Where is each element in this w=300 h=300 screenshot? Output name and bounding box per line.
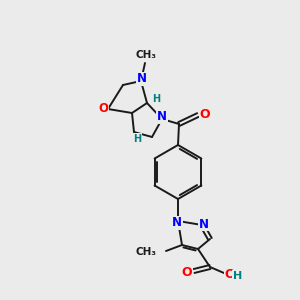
Text: N: N — [172, 217, 182, 230]
Text: O: O — [98, 101, 108, 115]
Text: CH₃: CH₃ — [136, 50, 157, 60]
Text: O: O — [200, 109, 210, 122]
Text: O: O — [182, 266, 192, 278]
Text: N: N — [137, 73, 147, 85]
Text: N: N — [199, 218, 209, 230]
Text: N: N — [157, 110, 167, 124]
Text: O: O — [225, 268, 235, 281]
Text: H: H — [152, 94, 160, 104]
Text: H: H — [133, 134, 141, 144]
Text: CH₃: CH₃ — [136, 247, 157, 257]
Text: H: H — [233, 271, 243, 281]
